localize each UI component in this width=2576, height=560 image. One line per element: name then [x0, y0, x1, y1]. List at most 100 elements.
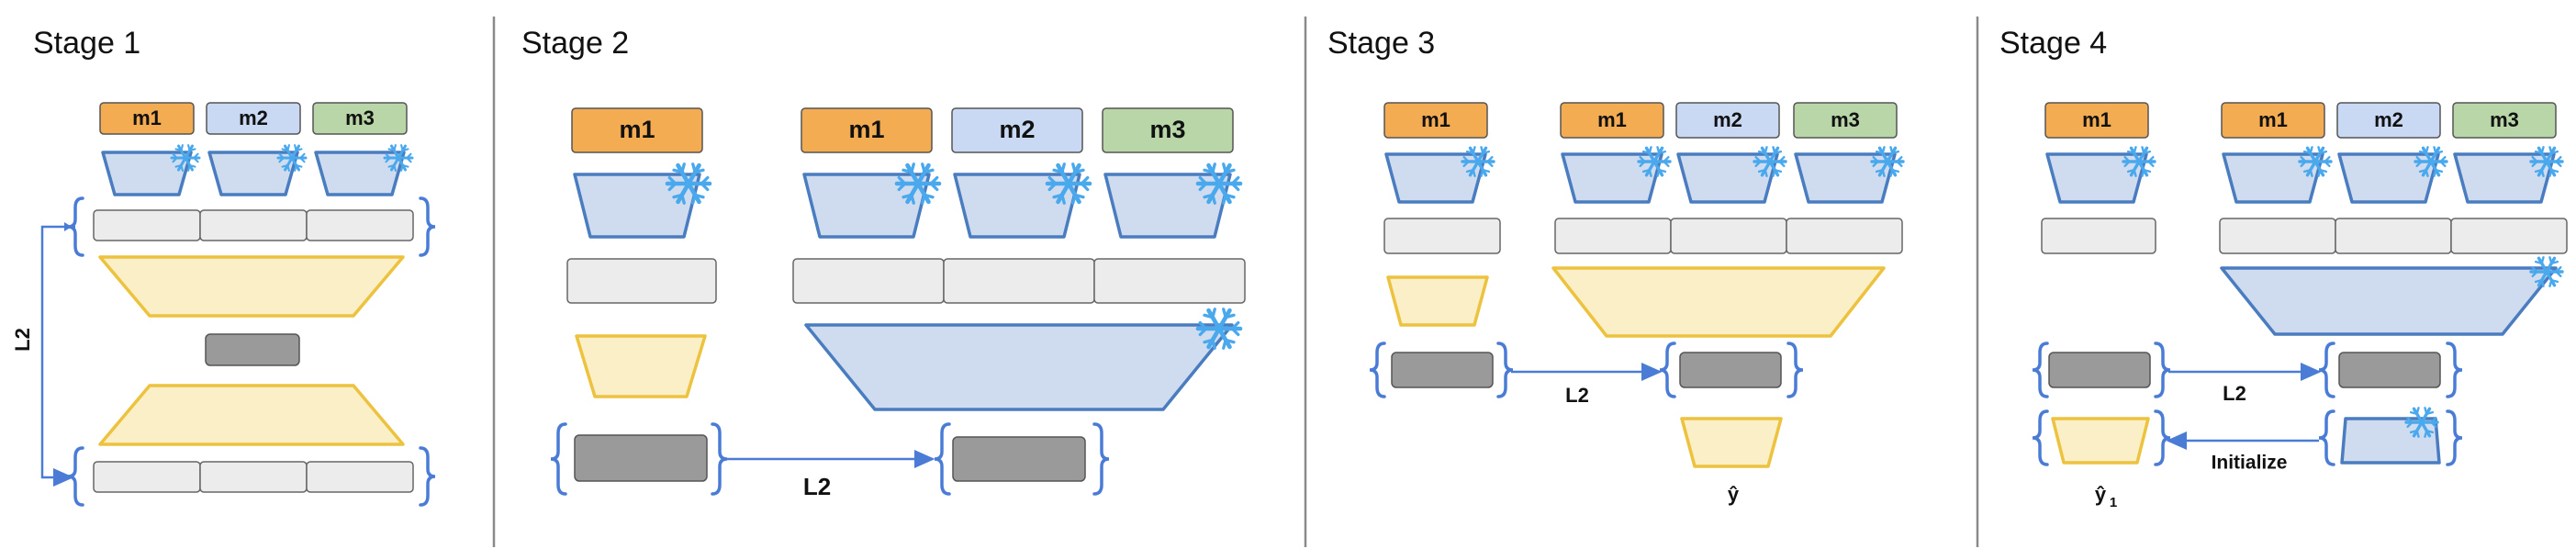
encoder: [314, 151, 406, 196]
snowflake-branch: [923, 193, 935, 199]
decoder: [1551, 266, 1886, 338]
snowflake-branch: [2300, 160, 2307, 168]
snowflake-branch: [2435, 168, 2444, 174]
token-box: [2335, 218, 2452, 254]
bracket-right: [2154, 409, 2171, 466]
modality-m3-label: m3: [1831, 108, 1860, 131]
snowflake-branch: [1641, 150, 1651, 155]
encoder: [1561, 152, 1663, 204]
bracket-right: [2446, 342, 2463, 398]
snowflake-branch: [1047, 182, 1058, 192]
snowflake-branch: [2540, 278, 2545, 287]
snowflake-branch: [2309, 168, 2313, 177]
snowflake-branch: [1203, 168, 1215, 174]
modality-m2-box: [1675, 102, 1780, 139]
snowflake-branch: [1211, 338, 1216, 350]
snowflake-branch: [1203, 313, 1215, 319]
snowflake-branch: [1486, 155, 1494, 163]
modality-m2-label: m2: [1713, 108, 1742, 131]
snowflake-branch: [1222, 162, 1227, 174]
snowflake-branch: [929, 175, 939, 185]
snowflake-branch: [1872, 160, 1879, 168]
snowflake-branch: [1658, 168, 1667, 174]
snowflake-branch: [2433, 146, 2437, 155]
snowflake-branch: [680, 193, 686, 205]
snowflake-branch: [2425, 168, 2429, 177]
modality-m3-box: [2452, 102, 2557, 139]
decoder: [575, 334, 707, 398]
modality-m1-label: m1: [619, 116, 655, 143]
bracket-left: [550, 422, 567, 496]
snowflake-icon: [276, 144, 308, 172]
snowflake-icon: [1637, 146, 1672, 177]
snowflake-icon: [2529, 146, 2564, 177]
snowflake-branch: [2548, 256, 2553, 265]
encoder: [2340, 417, 2441, 465]
encoder: [804, 323, 1234, 411]
token-box: [792, 258, 945, 304]
bracket-left: [1369, 342, 1386, 398]
snowflake-branch: [2418, 150, 2427, 155]
snowflake-branch: [2133, 168, 2137, 177]
snowflake-branch: [2319, 168, 2328, 174]
modality-m1-label: m1: [132, 106, 162, 129]
latent-box: [574, 434, 708, 482]
modality-m1-box: [99, 102, 195, 135]
latent-box: [952, 436, 1086, 482]
token-box: [199, 209, 308, 241]
token-box: [2450, 218, 2568, 254]
snowflake-branch: [672, 168, 684, 174]
bracket-left: [2318, 409, 2335, 466]
modality-m2-box: [951, 107, 1083, 153]
bracket-left: [934, 422, 951, 496]
snowflake-branch: [2324, 155, 2331, 163]
snowflake-icon: [1870, 146, 1905, 177]
modality-m3-label: m3: [345, 106, 375, 129]
modality-m3-box: [1793, 102, 1898, 139]
bracket-right: [1092, 422, 1110, 496]
modality-m2-label: m2: [999, 116, 1035, 143]
snowflake-branch: [1052, 168, 1064, 174]
token-box: [1383, 218, 1501, 254]
snowflake-branch: [193, 152, 199, 160]
modality-m1-label: m1: [848, 116, 884, 143]
initialize-label: Initialize: [2212, 453, 2288, 474]
encoder: [2045, 152, 2148, 204]
snowflake-branch: [180, 163, 184, 172]
modality-m3-box: [312, 102, 408, 135]
snowflake-branch: [1754, 160, 1762, 168]
snowflake-branch: [1881, 168, 1886, 177]
snowflake-branch: [1224, 193, 1236, 199]
snowflake-icon: [383, 144, 414, 172]
modality-m2-box: [206, 102, 301, 135]
loss-label: L2: [803, 473, 831, 500]
stage-3-title: Stage 3: [1327, 26, 1436, 61]
latent-box: [1679, 352, 1782, 388]
token-box: [1554, 218, 1672, 254]
latent-box: [205, 333, 300, 366]
snowflake-branch: [700, 175, 710, 185]
snowflake-branch: [2317, 146, 2322, 155]
snowflake-branch: [1472, 168, 1476, 177]
snowflake-branch: [1230, 175, 1240, 185]
snowflake-branch: [1772, 146, 1776, 155]
bracket-left: [2032, 342, 2049, 398]
token-box: [943, 258, 1095, 304]
output-label: ŷ: [2095, 483, 2107, 506]
snowflake-branch: [1230, 320, 1240, 330]
modality-m2-label: m2: [2374, 108, 2403, 131]
snowflake-branch: [1073, 193, 1085, 199]
snowflake-branch: [2147, 155, 2155, 163]
snowflake-icon: [2404, 407, 2439, 438]
snowflake-icon: [1045, 162, 1092, 205]
snowflake-branch: [278, 156, 285, 163]
snowflake-branch: [1198, 327, 1208, 337]
snowflake-icon: [2298, 146, 2333, 177]
snowflake-branch: [294, 144, 297, 152]
encoder: [2337, 152, 2440, 204]
snowflake-branch: [188, 163, 196, 168]
modality-m1-label: m1: [1597, 108, 1627, 131]
snowflake-branch: [387, 148, 396, 152]
snowflake-branch: [1222, 308, 1227, 319]
